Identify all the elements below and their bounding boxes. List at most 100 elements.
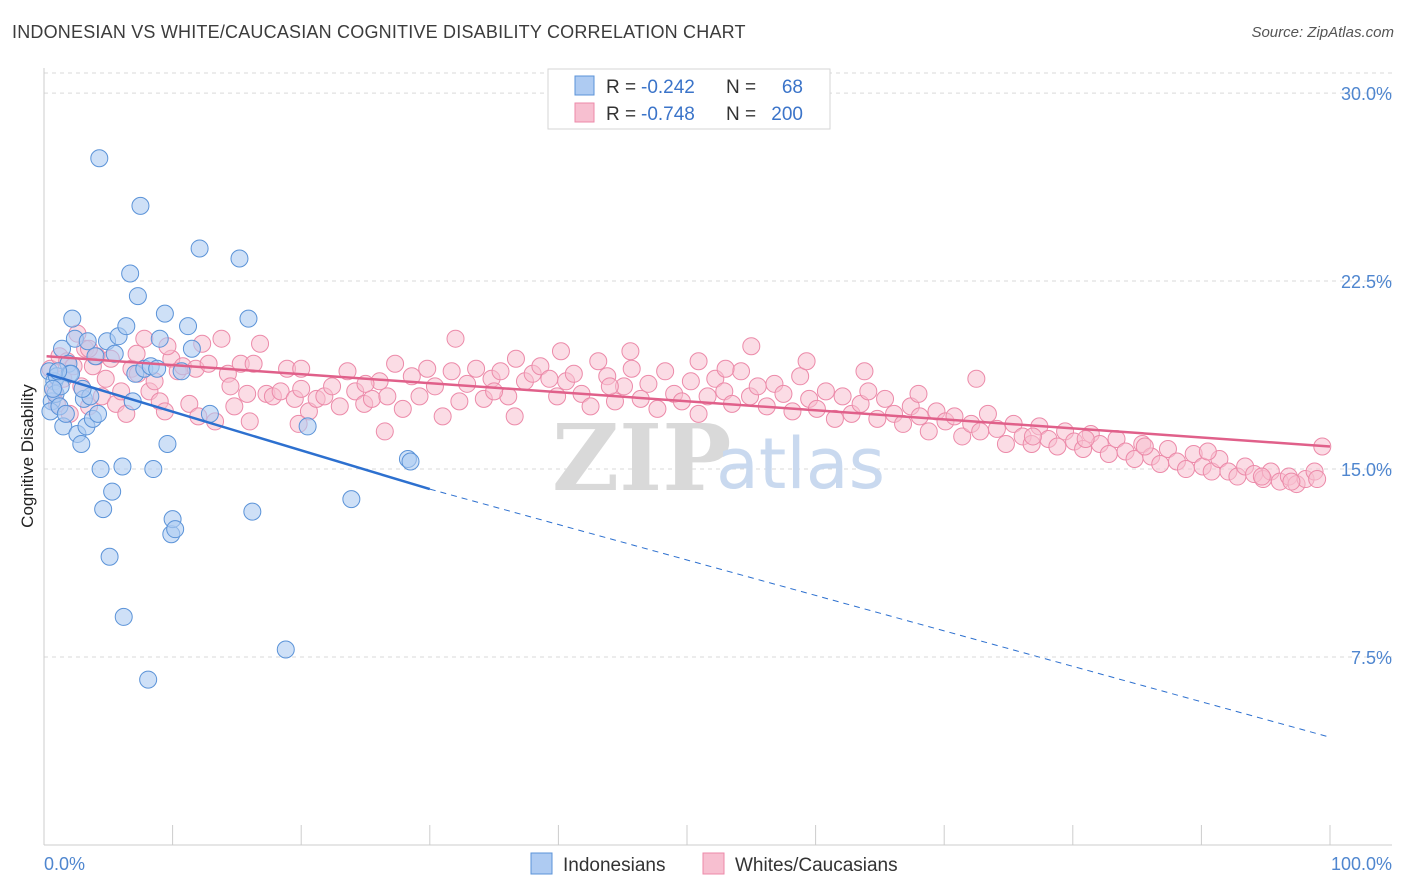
white-caucasian-point [292,379,311,398]
x-tick-label-max: 100.0% [1331,854,1392,874]
indonesian-point [190,239,209,258]
white-caucasian-point [386,354,405,373]
white-caucasian-point [323,377,342,396]
axes [43,68,1392,846]
white-caucasian-point [96,369,115,388]
white-caucasian-point [180,394,199,413]
white-caucasian-point [1282,472,1301,491]
indonesian-point [158,434,177,453]
indonesian-point [114,607,133,626]
white-caucasian-point [689,404,708,423]
white-caucasian-point [1176,460,1195,479]
white-caucasian-point [1135,437,1154,456]
indonesian-point [230,249,249,268]
indonesian-point [243,502,262,521]
white-caucasian-point [378,387,397,406]
white-caucasian-point [622,359,641,378]
white-caucasian-point [996,434,1015,453]
indonesian-point [113,457,132,476]
white-caucasian-point [833,387,852,406]
indonesian-point [117,317,136,336]
white-caucasian-point [774,384,793,403]
legend-n-label-1: N = [726,77,756,98]
y-axis-title: Cognitive Disability [18,384,37,528]
trend-lines [46,354,1331,738]
indonesian-point [90,149,109,168]
white-caucasian-point [698,387,717,406]
white-caucasian-point [621,342,640,361]
white-caucasian-point [1308,470,1327,489]
indonesian-point [276,640,295,659]
white-caucasian-point [548,387,567,406]
white-caucasian-point [855,362,874,381]
white-caucasian-point [859,382,878,401]
white-caucasian-point [433,407,452,426]
white-caucasian-point [1099,444,1118,463]
white-caucasian-point [1198,442,1217,461]
white-caucasian-point [491,362,510,381]
white-caucasian-point [564,364,583,383]
indonesian-point [150,329,169,348]
indonesian-trend-extension [429,488,1331,738]
white-caucasian-point [689,352,708,371]
indonesian-point [166,520,185,539]
white-caucasian-point [531,357,550,376]
legend-r-value-2: -0.748 [641,104,695,125]
white-caucasian-point [212,329,231,348]
indonesian-point [100,547,119,566]
white-caucasian-point [225,397,244,416]
white-caucasian-point [551,342,570,361]
indonesian-trend-line [46,372,431,491]
y-tick-labels: 7.5% 15.0% 22.5% 30.0% [1341,84,1392,668]
white-caucasian-point [505,407,524,426]
legend-r-value-1: -0.242 [641,77,695,98]
white-caucasian-point [506,349,525,368]
white-caucasian-point [581,397,600,416]
legend-swatch-indonesian [574,75,595,96]
indonesian-point [56,404,75,423]
indonesian-point [298,417,317,436]
indonesian-point [94,500,113,519]
chart-title: INDONESIAN VS WHITE/CAUCASIAN COGNITIVE … [12,22,746,42]
indonesian-point [131,196,150,215]
bottom-legend-swatch-indonesian [530,852,553,875]
white-caucasian-point [410,387,429,406]
indonesian-point [128,287,147,306]
white-caucasian-point [251,334,270,353]
white-caucasian-point [648,399,667,418]
indonesian-point [63,309,82,328]
bottom-legend: Indonesians Whites/Caucasians [530,852,898,876]
white-caucasian-point [1048,437,1067,456]
white-caucasian-point [393,399,412,418]
white-caucasian-point [656,362,675,381]
white-caucasian-trend-line [46,354,1331,448]
indonesian-points [40,149,420,689]
white-caucasian-point [797,352,816,371]
white-caucasian-point [540,369,559,388]
white-caucasian-point [418,359,437,378]
white-caucasian-point [589,352,608,371]
watermark-atlas: atlas [716,423,885,505]
indonesian-point [89,404,108,423]
y-tick-label: 30.0% [1341,84,1392,104]
x-tick-label-min: 0.0% [44,854,85,874]
white-caucasian-point [467,359,486,378]
white-caucasian-point [742,337,761,356]
bottom-legend-label-indonesian: Indonesians [563,855,665,876]
white-caucasian-point [868,409,887,428]
white-caucasian-point [244,354,263,373]
indonesian-point [103,482,122,501]
white-caucasian-point [971,422,990,441]
white-caucasian-point [825,409,844,428]
white-caucasian-point [987,419,1006,438]
white-caucasian-point [450,392,469,411]
indonesian-point [182,339,201,358]
white-caucasian-point [442,362,461,381]
white-caucasian-point [221,377,240,396]
white-caucasian-point [330,397,349,416]
white-caucasian-point [362,389,381,408]
white-caucasian-point [1076,429,1095,448]
indonesian-point [239,309,258,328]
indonesian-point [139,670,158,689]
